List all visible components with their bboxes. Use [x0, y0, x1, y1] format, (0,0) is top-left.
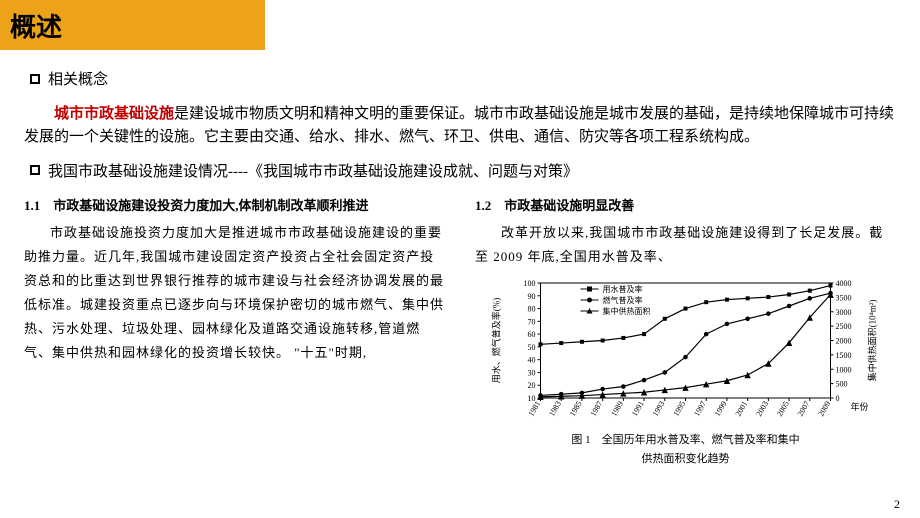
line-chart-figure1: 1020304050607080901000500100015002000250… — [475, 275, 896, 430]
two-column-layout: 1.1 市政基础设施建设投资力度加大,体制机制改革顺利推进 市政基础设施投资力度… — [24, 195, 896, 469]
section-1-2-body: 改革开放以来,我国城市市政基础设施建设得到了长足发展。截至 2009 年底,全国… — [475, 221, 896, 269]
bullet2-text: 我国市政基础设施建设情况----《我国城市市政基础设施建设成就、问题与对策》 — [48, 160, 578, 181]
chart-svg: 1020304050607080901000500100015002000250… — [475, 275, 896, 430]
svg-text:70: 70 — [528, 317, 536, 326]
right-column: 1.2 市政基础设施明显改善 改革开放以来,我国城市市政基础设施建设得到了长足发… — [475, 195, 896, 469]
svg-text:100: 100 — [524, 279, 536, 288]
svg-text:3500: 3500 — [836, 293, 852, 302]
intro-paragraph: 城市市政基础设施是建设城市物质文明和精神文明的重要保证。城市市政基础设施是城市发… — [24, 103, 896, 150]
section-1-1-body: 市政基础设施投资力度加大是推进城市市政基础设施建设的重要助推力量。近几年,我国城… — [24, 221, 445, 365]
svg-text:2500: 2500 — [836, 322, 852, 331]
title-banner: 概述 — [0, 0, 265, 50]
svg-text:2000: 2000 — [836, 336, 852, 345]
intro-highlight: 城市市政基础设施 — [54, 106, 174, 122]
svg-text:集中供热面积(10⁴m²): 集中供热面积(10⁴m²) — [867, 299, 878, 381]
svg-text:1983: 1983 — [547, 399, 563, 417]
svg-text:1997: 1997 — [692, 399, 708, 417]
left-column: 1.1 市政基础设施建设投资力度加大,体制机制改革顺利推进 市政基础设施投资力度… — [24, 195, 445, 469]
svg-text:用水普及率: 用水普及率 — [603, 284, 643, 294]
content-area: 相关概念 城市市政基础设施是建设城市物质文明和精神文明的重要保证。城市市政基础设… — [0, 50, 920, 469]
chart-caption-line2: 供热面积变化趋势 — [475, 451, 896, 469]
svg-text:500: 500 — [836, 379, 848, 388]
svg-text:1000: 1000 — [836, 365, 852, 374]
svg-text:50: 50 — [528, 343, 536, 352]
svg-text:年份: 年份 — [851, 401, 869, 412]
svg-text:60: 60 — [528, 330, 536, 339]
bullet-situation: 我国市政基础设施建设情况----《我国城市市政基础设施建设成就、问题与对策》 — [30, 160, 896, 181]
svg-text:2001: 2001 — [734, 399, 750, 417]
svg-text:40: 40 — [528, 355, 536, 364]
page-number: 2 — [894, 497, 900, 512]
svg-text:2009: 2009 — [816, 399, 832, 417]
svg-text:2005: 2005 — [775, 399, 791, 417]
svg-text:2007: 2007 — [796, 399, 812, 417]
svg-text:90: 90 — [528, 291, 536, 300]
svg-text:1987: 1987 — [589, 399, 605, 417]
bullet-square-icon — [30, 74, 40, 84]
svg-text:燃气普及率: 燃气普及率 — [603, 295, 643, 305]
section-1-2-heading: 1.2 市政基础设施明显改善 — [475, 195, 896, 217]
svg-text:1993: 1993 — [651, 399, 667, 417]
svg-text:用水、燃气普及率(%): 用水、燃气普及率(%) — [491, 297, 502, 383]
svg-text:20: 20 — [528, 381, 536, 390]
svg-text:1989: 1989 — [609, 399, 625, 417]
section-1-1-heading: 1.1 市政基础设施建设投资力度加大,体制机制改革顺利推进 — [24, 195, 445, 217]
svg-text:1985: 1985 — [568, 399, 584, 417]
svg-text:1999: 1999 — [713, 399, 729, 417]
svg-text:3000: 3000 — [836, 307, 852, 316]
svg-text:1991: 1991 — [630, 399, 646, 417]
chart-caption-line1: 图 1 全国历年用水普及率、燃气普及率和集中 — [475, 432, 896, 450]
svg-text:0: 0 — [836, 394, 840, 403]
bullet-concepts: 相关概念 — [30, 68, 896, 89]
svg-text:30: 30 — [528, 368, 536, 377]
bullet1-text: 相关概念 — [48, 68, 108, 89]
svg-text:4000: 4000 — [836, 279, 852, 288]
svg-text:集中供热面积: 集中供热面积 — [603, 306, 651, 316]
svg-text:1500: 1500 — [836, 351, 852, 360]
svg-text:1995: 1995 — [671, 399, 687, 417]
bullet-square-icon — [30, 165, 40, 175]
svg-text:80: 80 — [528, 304, 536, 313]
svg-text:2003: 2003 — [754, 399, 770, 417]
page-title: 概述 — [10, 7, 62, 44]
